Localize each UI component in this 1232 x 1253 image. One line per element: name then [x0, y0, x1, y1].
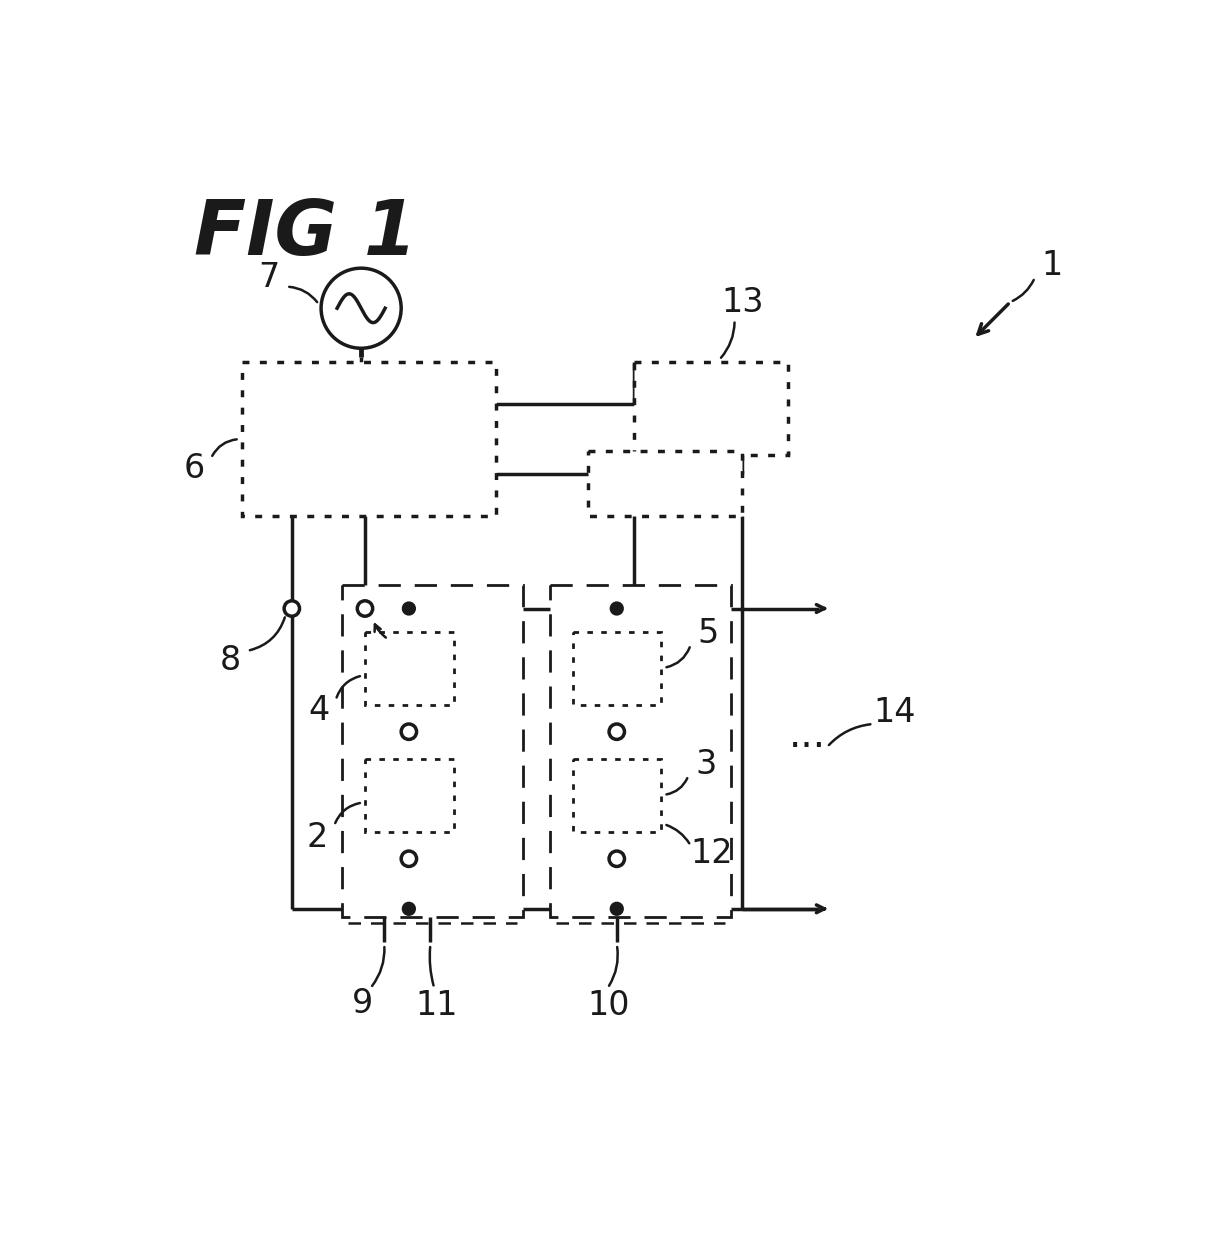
Bar [241, 362, 495, 516]
Circle shape [285, 600, 299, 616]
Bar [573, 758, 662, 832]
Text: 6: 6 [184, 452, 205, 485]
Circle shape [402, 851, 416, 867]
Text: ...: ... [788, 717, 825, 756]
Text: 12: 12 [690, 837, 733, 870]
Circle shape [609, 724, 625, 739]
Circle shape [402, 724, 416, 739]
Bar [365, 632, 453, 704]
Bar [365, 758, 453, 832]
Circle shape [611, 603, 622, 614]
Circle shape [357, 600, 373, 616]
Text: 10: 10 [588, 990, 631, 1022]
Circle shape [609, 851, 625, 867]
Text: 14: 14 [873, 695, 915, 729]
Text: 5: 5 [697, 616, 718, 649]
Text: 1: 1 [1041, 249, 1062, 282]
Text: FIG 1: FIG 1 [195, 197, 418, 271]
Circle shape [322, 268, 402, 348]
Bar [589, 451, 742, 516]
Text: 9: 9 [352, 987, 373, 1020]
Text: 4: 4 [308, 694, 329, 728]
Text: 2: 2 [307, 821, 328, 853]
Circle shape [404, 603, 414, 614]
Bar [573, 632, 662, 704]
Text: 13: 13 [721, 286, 764, 318]
Text: 3: 3 [696, 748, 717, 781]
Text: 7: 7 [259, 261, 280, 294]
Text: 11: 11 [415, 990, 458, 1022]
Circle shape [404, 903, 414, 915]
Bar [342, 585, 522, 916]
Bar [634, 362, 788, 455]
Circle shape [611, 903, 622, 915]
Text: 8: 8 [219, 644, 240, 678]
Bar [549, 585, 731, 916]
